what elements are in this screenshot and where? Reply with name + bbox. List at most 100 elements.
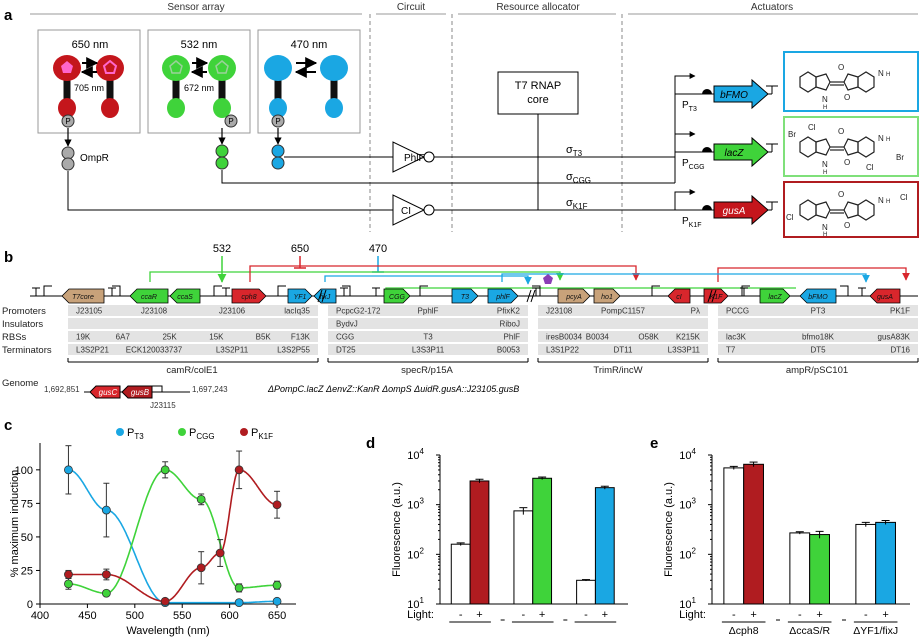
bar	[789, 532, 811, 605]
data-point-k1f	[215, 548, 225, 558]
table-cell: J23105	[76, 307, 103, 316]
header-actuators: Actuators	[751, 2, 793, 13]
table-cell: B0034	[586, 333, 610, 342]
x-tick-label: -	[732, 609, 736, 621]
svg-text:O: O	[844, 158, 850, 167]
table-cell: PK1F	[890, 307, 910, 316]
panel-label-c: c	[4, 417, 12, 434]
bar	[723, 467, 745, 605]
gene-t3	[451, 288, 479, 304]
gene-label-ho1: ho1	[601, 294, 613, 301]
panel-label-b: b	[4, 249, 13, 266]
bar	[450, 543, 471, 605]
x-tick-label: -	[864, 609, 868, 621]
legend-marker	[240, 428, 248, 436]
svg-text:H: H	[886, 199, 890, 205]
gene-k1f	[703, 288, 729, 304]
gene-label-phlf: phlF	[495, 294, 510, 301]
data-point-cgg	[234, 583, 244, 593]
legend-label-k1f: PK1F	[251, 427, 273, 441]
chart-e: 101 102 103 104 Fluorescence (a.u.) Light: - + Δ…	[663, 447, 910, 637]
plasmid-4-name: ampR/pSC101	[786, 365, 848, 376]
table-cell: T7	[726, 346, 736, 355]
legend-label-cgg: PCGG	[189, 427, 215, 441]
bar	[875, 521, 896, 605]
table-cell: RiboJ	[500, 320, 520, 329]
y-tick-label: 101	[407, 596, 424, 611]
table-cell: L3S2P55	[277, 346, 310, 355]
table-cell: PfixK2	[497, 307, 521, 316]
table-cell: J23106	[219, 307, 246, 316]
promoter-icon	[213, 285, 222, 296]
data-point-k1f	[64, 570, 73, 579]
table-cell: gusA83K	[878, 333, 911, 342]
svg-text:H: H	[823, 232, 827, 238]
promoter-icon	[651, 285, 660, 296]
table-cell: DT16	[890, 346, 910, 355]
data-point-t3	[272, 596, 282, 606]
sensor-650-dark-label: 705 nm	[74, 83, 104, 93]
table-cell: PcpcG2-172	[336, 307, 381, 316]
table-cell: PhlF	[504, 333, 521, 342]
y-tick-label: 75	[21, 498, 33, 510]
gene-track: T7core ccaR ccaS cph8 YF1 fixJ CGG T3 phlF pcyA ho…	[32, 274, 901, 304]
legend-marker	[116, 428, 124, 436]
row-label-terminators: Terminators	[2, 345, 52, 356]
sensor-532-dark-label: 672 nm	[184, 83, 214, 93]
y-axis-label: Fluorescence (a.u.)	[663, 482, 675, 577]
table-cell: BydvJ	[336, 320, 358, 329]
table-cell-bg	[68, 331, 318, 342]
table-cell-bg	[538, 344, 708, 355]
data-point-cgg	[196, 494, 206, 504]
gene-label-bfmo: bFMO	[808, 294, 828, 301]
x-tick-label: -	[459, 609, 463, 621]
svg-text:Cl: Cl	[808, 123, 816, 132]
yf1-sensor-icon: P	[264, 55, 348, 128]
promoter-icon	[840, 285, 849, 296]
table-cell: 25K	[162, 333, 177, 342]
bar	[576, 579, 596, 605]
gene-fixj	[313, 288, 337, 304]
y-tick-label: 0	[27, 599, 33, 611]
series-line-k1f	[68, 468, 277, 603]
bar	[594, 487, 615, 605]
svg-text:Cl: Cl	[786, 213, 794, 222]
gene-ho1	[593, 288, 621, 304]
table-cell: L3S3P11	[412, 346, 445, 355]
rnap-label-1: T7 RNAP	[515, 80, 561, 92]
svg-text:O: O	[844, 93, 850, 102]
gate-phlf: PhlF	[404, 153, 425, 164]
legend-label-t3: PT3	[127, 427, 144, 441]
promoter-icon	[532, 285, 541, 296]
plasmid-break-icon	[317, 289, 327, 303]
actuator-t3: bFMO PT3	[674, 73, 778, 157]
table-cell: L3S1P22	[546, 346, 579, 355]
table-cell: Pλ	[691, 307, 700, 316]
svg-text:H: H	[823, 170, 827, 176]
y-axis-label: Fluorescence (a.u.)	[391, 482, 403, 577]
promoter-pt3: PT3	[682, 100, 697, 113]
x-tick-label: +	[750, 609, 756, 621]
table-cell: DT25	[336, 346, 356, 355]
gene-pcya	[557, 288, 591, 304]
data-point-k1f	[101, 570, 111, 579]
y-tick-label: 101	[679, 596, 696, 611]
table-cell-bg	[538, 305, 708, 316]
table-cell-bg	[68, 305, 318, 316]
parts-table: Promoters Insulators RBSs Terminators J2…	[2, 305, 919, 376]
promoter-icon	[277, 285, 286, 296]
x-tick-label: 400	[31, 610, 49, 622]
x-tick-label: +	[476, 609, 482, 621]
data-point-k1f	[196, 563, 206, 573]
data-point-k1f	[272, 500, 282, 510]
svg-text:H: H	[823, 105, 827, 111]
svg-text:N: N	[822, 160, 828, 169]
x-tick-label: 650	[268, 610, 286, 622]
plasmid-break-icon	[526, 289, 536, 303]
plasmid-break-icon	[707, 289, 717, 303]
svg-text:Cl: Cl	[866, 163, 874, 172]
data-point-k1f	[160, 596, 170, 606]
row-label-insulators: Insulators	[2, 319, 43, 330]
